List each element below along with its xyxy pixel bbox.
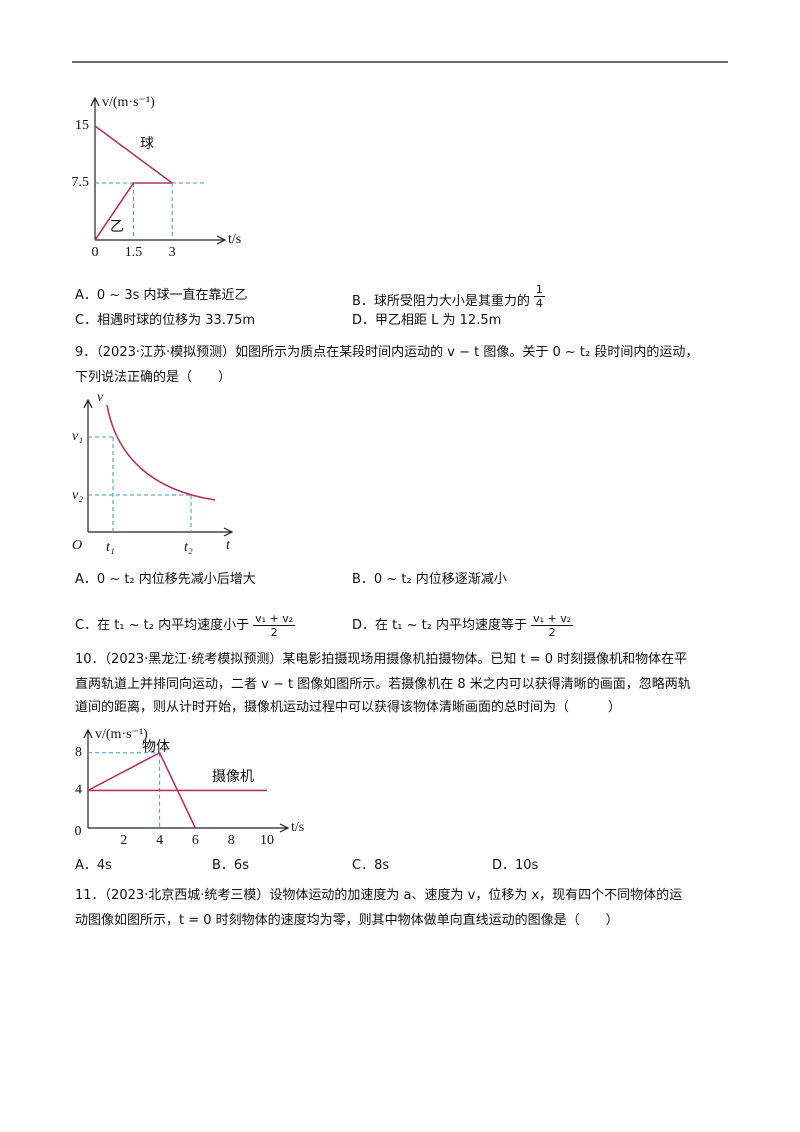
origin-label: 0 [92, 245, 99, 260]
y-tick-label: 4 [75, 783, 82, 798]
option: C．在 t₁ ~ t₂ 内平均速度小于 v₁ + v₂ 2 [75, 612, 296, 639]
x-tick-label: 8 [228, 833, 235, 848]
stem-line: 9．（2023·江苏·模拟预测）如图所示为质点在某段时间内运动的 v − t 图… [75, 345, 699, 360]
option: D．10s [492, 858, 539, 873]
t1-label: t₁ [106, 540, 115, 555]
option: B．6s [212, 858, 249, 873]
x-axis-label: t/s [291, 820, 304, 835]
denominator: 4 [535, 297, 543, 310]
y-tick-label: 7.5 [72, 175, 90, 190]
stem-line: 下列说法正确的是（ ） [75, 370, 232, 385]
numerator: 1 [533, 283, 545, 297]
option: B．0 ~ t₂ 内位移逐渐减小 [352, 572, 507, 587]
fraction: v₁ + v₂ 2 [253, 612, 296, 639]
stem-line: 动图像如图所示，t = 0 时刻物体的速度均为零，则其中物体做单向直线运动的图像… [75, 913, 619, 928]
x-tick-label: 3 [169, 245, 176, 260]
guide-lines [88, 436, 192, 532]
stem-line: 直两轨道上并排同向运动，二者 v − t 图像如图所示。若摄像机在 8 米之内可… [75, 677, 691, 692]
option: C．相遇时球的位移为 33.75m [75, 313, 256, 328]
option: A．0 ~ 3s 内球一直在靠近乙 [75, 288, 248, 303]
series-line [87, 751, 197, 829]
option: B．球所受阻力大小是其重力的 1 4 [352, 283, 545, 310]
option: D．甲乙相距 L 为 12.5m [352, 313, 502, 328]
series-label: 摄像机 [212, 769, 254, 785]
y-axis-label: v/(m·s⁻¹) [102, 95, 155, 110]
x-tick-label: 1.5 [125, 245, 143, 260]
denominator: 2 [270, 626, 278, 639]
x-tick-label: 6 [192, 833, 199, 848]
x-axis-label: t [226, 538, 231, 553]
x-tick-label: 2 [120, 833, 127, 848]
option-text: D．在 t₁ ~ t₂ 内平均速度等于 [352, 618, 528, 633]
y-tick-label: 15 [75, 118, 89, 133]
fraction: v₁ + v₂ 2 [531, 612, 574, 639]
v-t-curve [106, 404, 216, 501]
t2-label: t₂ [184, 540, 193, 555]
option: C．8s [352, 858, 390, 873]
stem-line: 11．（2023·北京西城·统考三模）设物体运动的加速度为 a、速度为 v，位移… [75, 888, 683, 903]
series-label: 物体 [142, 739, 170, 755]
numerator: v₁ + v₂ [531, 612, 574, 626]
series-label: 乙 [110, 219, 124, 235]
stem-line: 道间的距离，则从计时开始，摄像机运动过程中可以获得该物体清晰画面的总时间为（ ） [75, 700, 622, 715]
denominator: 2 [548, 626, 556, 639]
origin-label: O [72, 538, 82, 553]
origin-label: 0 [75, 824, 82, 839]
stem-line: 10．（2023·黑龙江·统考模拟预测）某电影拍摄现场用摄像机拍摄物体。已知 t… [75, 652, 688, 667]
y-axis-label: v [97, 390, 104, 405]
v2-label: v₂ [72, 488, 83, 503]
v1-label: v₁ [72, 429, 83, 444]
axes [83, 398, 234, 537]
series-line [94, 182, 173, 241]
numerator: v₁ + v₂ [253, 612, 296, 626]
y-axis-label: v/(m·s⁻¹) [95, 727, 148, 742]
axes [83, 728, 290, 833]
y-tick-label: 8 [75, 745, 82, 760]
x-tick-label: 10 [260, 833, 274, 848]
option-text: C．在 t₁ ~ t₂ 内平均速度小于 [75, 618, 250, 633]
series-label: 球 [140, 136, 154, 152]
series-line [94, 125, 173, 184]
option-text: B．球所受阻力大小是其重力的 [352, 294, 530, 309]
axes [90, 96, 227, 245]
option: A．0 ~ t₂ 内位移先减小后增大 [75, 572, 256, 587]
option: A．4s [75, 858, 112, 873]
option: D．在 t₁ ~ t₂ 内平均速度等于 v₁ + v₂ 2 [352, 612, 574, 639]
x-axis-label: t/s [228, 232, 241, 247]
x-tick-label: 4 [156, 833, 163, 848]
